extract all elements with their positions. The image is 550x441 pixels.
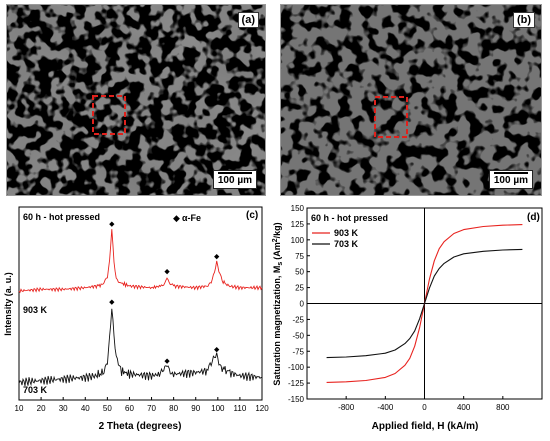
xrd-peak-marker-icon: ◆ bbox=[164, 358, 170, 365]
panel-label-a: (a) bbox=[237, 12, 259, 28]
xrd-series-label-703: 703 K bbox=[23, 385, 48, 395]
xrd-y-axis-label: Intensity (a. u.) bbox=[3, 272, 13, 336]
xrd-x-tick-label: 70 bbox=[147, 404, 156, 413]
y-label-main: Saturation magnetization, M bbox=[272, 266, 282, 386]
xrd-x-tick-label: 80 bbox=[169, 404, 178, 413]
magnetization-y-axis-label: Saturation magnetization, Ms (Am2/kg) bbox=[272, 222, 284, 385]
xrd-x-tick-label: 110 bbox=[234, 404, 247, 413]
magnetization-chart-title: 60 h - hot pressed bbox=[311, 213, 388, 223]
region-box-a bbox=[92, 95, 126, 135]
xrd-peak-marker-icon: ◆ bbox=[109, 221, 115, 228]
magnetization-x-tick-label: -400 bbox=[377, 403, 394, 412]
xrd-x-tick-label: 120 bbox=[255, 404, 269, 413]
xrd-chart-panel: 10 20 30 40 50 60 70 80 90 100 110 120 ◆ ◆ ◆ ◆ ◆ ◆ 60 h … bbox=[0, 200, 270, 436]
magnetization-x-tick-label: 0 bbox=[422, 403, 427, 412]
xrd-peak-marker-icon: ◆ bbox=[109, 299, 115, 306]
magnetization-y-tick-label: -75 bbox=[292, 347, 304, 356]
xrd-x-tick-label: 40 bbox=[81, 404, 90, 413]
xrd-x-tick-label: 60 bbox=[125, 404, 134, 413]
micrograph-b: (b) 100 µm bbox=[280, 4, 542, 196]
xrd-x-tick-label: 90 bbox=[191, 404, 200, 413]
xrd-legend-label: α-Fe bbox=[182, 213, 201, 223]
xrd-series-line-903k bbox=[18, 229, 263, 294]
scale-bar-b: 100 µm bbox=[488, 170, 533, 189]
xrd-x-tick-label: 50 bbox=[103, 404, 112, 413]
xrd-x-tick-label: 100 bbox=[211, 404, 225, 413]
magnetization-y-tick-label: 125 bbox=[291, 220, 305, 229]
xrd-x-tick-label: 20 bbox=[37, 404, 46, 413]
legend-label-903: 903 K bbox=[334, 228, 359, 238]
xrd-legend-diamond-icon: ◆ bbox=[173, 213, 180, 223]
xrd-series-label-903: 903 K bbox=[23, 305, 48, 315]
xrd-x-axis-label: 2 Theta (degrees) bbox=[99, 421, 182, 432]
magnetization-y-tick-label: -100 bbox=[288, 363, 305, 372]
xrd-x-tick-label: 30 bbox=[59, 404, 68, 413]
scale-bar-text-b: 100 µm bbox=[493, 175, 528, 186]
magnetization-chart: -800 -400 0 400 800 -150 -125 -100 -75 -50 -25 0 25 5… bbox=[272, 204, 543, 432]
xrd-peak-marker-icon: ◆ bbox=[214, 254, 220, 261]
legend-label-703: 703 K bbox=[334, 239, 359, 249]
xrd-chart: 10 20 30 40 50 60 70 80 90 100 110 120 ◆ ◆ ◆ ◆ ◆ ◆ 60 h … bbox=[3, 206, 269, 432]
magnetization-y-tick-label: -50 bbox=[292, 331, 304, 340]
magnetization-series-line-703k bbox=[326, 248, 523, 359]
micrograph-a: (a) 100 µm bbox=[6, 4, 266, 196]
y-label-sub: s bbox=[277, 262, 284, 266]
scale-bar-text-a: 100 µm bbox=[217, 175, 252, 186]
xrd-plot-frame bbox=[18, 206, 263, 401]
magnetization-y-tick-label: 100 bbox=[291, 236, 305, 245]
magnetization-y-tick-label: -125 bbox=[288, 379, 305, 388]
magnetization-x-axis-label: Applied field, H (kA/m) bbox=[372, 421, 479, 432]
xrd-chart-title: 60 h - hot pressed bbox=[23, 212, 100, 222]
scale-bar-line-b bbox=[493, 172, 528, 174]
magnetization-chart-panel: -800 -400 0 400 800 -150 -125 -100 -75 -50 -25 0 25 5… bbox=[270, 200, 550, 436]
magnetization-y-tick-label: 0 bbox=[300, 300, 305, 309]
magnetization-y-tick-label: 150 bbox=[291, 204, 305, 213]
y-label-end: /kg) bbox=[272, 222, 282, 238]
magnetization-panel-label: (d) bbox=[527, 212, 540, 223]
xrd-series-line-703k bbox=[18, 308, 263, 387]
y-label-sup: 2 bbox=[272, 238, 279, 242]
magnetization-y-tick-label: -150 bbox=[288, 395, 305, 404]
magnetization-x-tick-label: 800 bbox=[496, 403, 510, 412]
xrd-peak-marker-icon: ◆ bbox=[164, 268, 170, 275]
magnetization-x-tick-label: -800 bbox=[338, 403, 355, 412]
magnetization-y-tick-label: -25 bbox=[292, 315, 304, 324]
micrograph-b-image bbox=[281, 5, 541, 195]
region-box-b bbox=[374, 96, 408, 138]
scale-bar-line-a bbox=[217, 172, 252, 174]
magnetization-y-tick-label: 75 bbox=[295, 252, 304, 261]
magnetization-x-tick-label: 400 bbox=[457, 403, 471, 412]
magnetization-y-tick-label: 50 bbox=[295, 268, 304, 277]
micrograph-a-image bbox=[7, 5, 265, 195]
y-label-unit: (Am bbox=[272, 242, 282, 260]
xrd-x-tick-label: 10 bbox=[15, 404, 24, 413]
panel-label-b: (b) bbox=[512, 12, 535, 28]
xrd-panel-label: (c) bbox=[246, 210, 258, 221]
xrd-peak-marker-icon: ◆ bbox=[214, 347, 220, 354]
scale-bar-a: 100 µm bbox=[212, 170, 257, 189]
magnetization-y-tick-label: 25 bbox=[295, 284, 304, 293]
